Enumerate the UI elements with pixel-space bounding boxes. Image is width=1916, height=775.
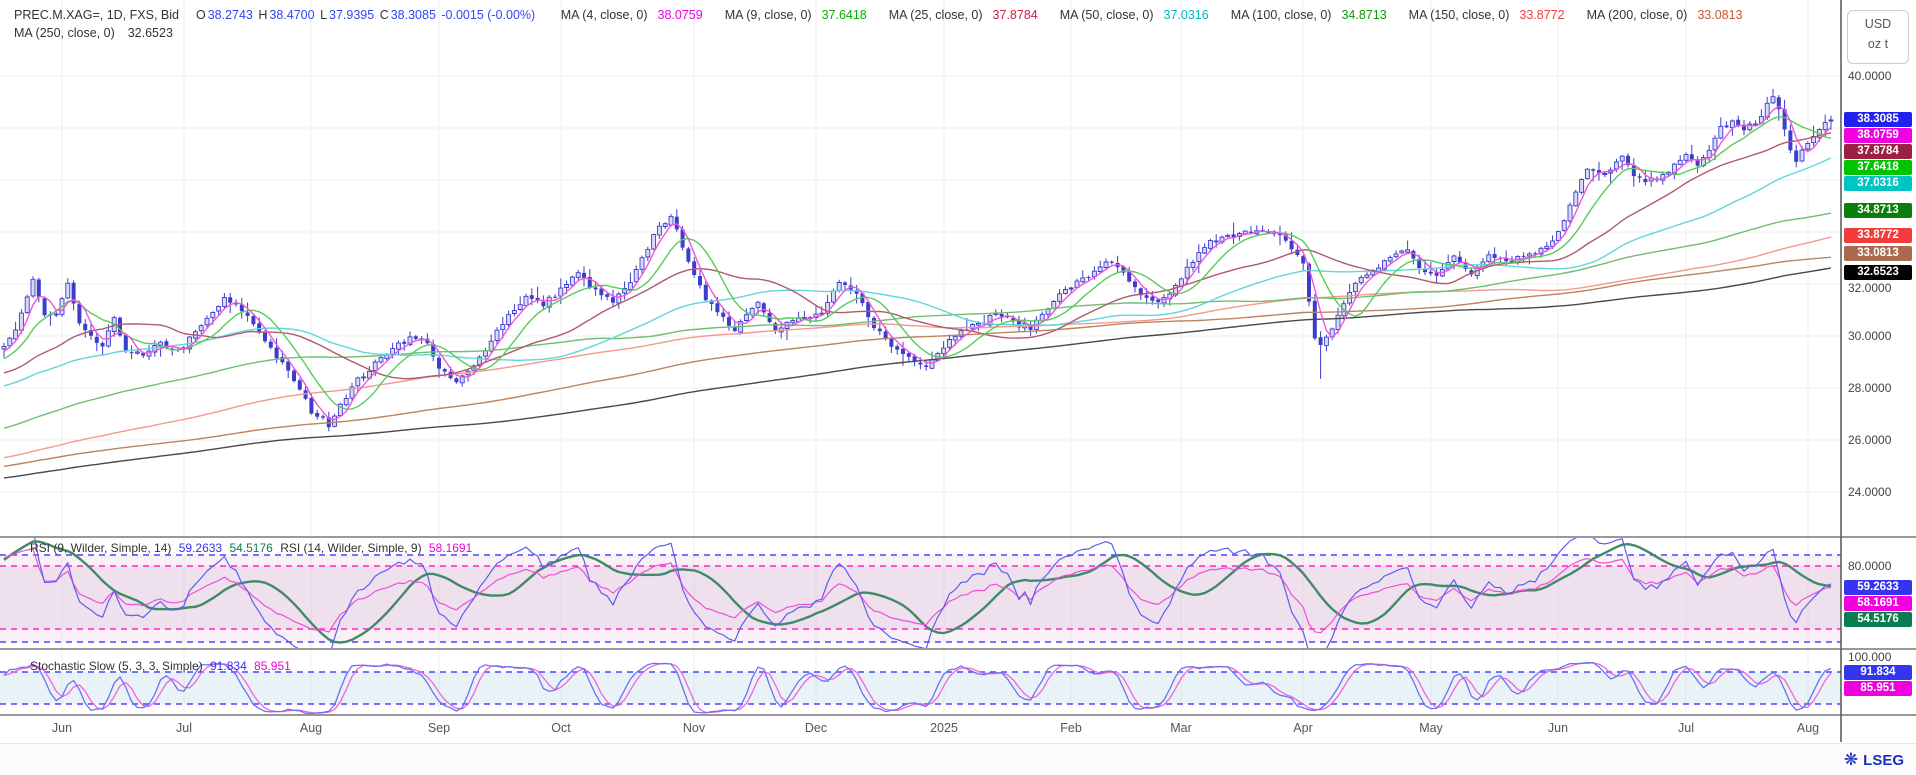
instrument-title: PREC.M.XAG=, 1D, FXS, Bid (14, 8, 179, 22)
close-label: C (379, 8, 389, 22)
open-label: O (195, 8, 206, 22)
time-axis-month-label: 2025 (930, 721, 958, 735)
time-axis-month-label: Apr (1293, 721, 1313, 735)
time-axis-month-label: Aug (299, 721, 323, 735)
stoch-k-value: 91.834 (210, 659, 247, 673)
axis-value-chip: 54.5176 (1844, 611, 1912, 627)
axis-value-chip: 91.834 (1844, 664, 1912, 680)
ma-legend-label: MA (100, close, 0) (1230, 8, 1332, 22)
axis-value-chip: 37.0316 (1844, 175, 1912, 191)
price-axis-unit-box: USD oz t (1847, 10, 1909, 64)
axis-value-chip: 58.1691 (1844, 595, 1912, 611)
axis-tick-label: 28.0000 (1848, 381, 1892, 395)
ma-legend-label: MA (200, close, 0) (1586, 8, 1688, 22)
time-axis-month-label: Aug (1796, 721, 1820, 735)
time-axis-month-label: Mar (1170, 721, 1192, 735)
axis-value-chip: 37.8784 (1844, 143, 1912, 159)
bottom-strip (0, 743, 1916, 775)
low-value: 37.9395 (329, 8, 375, 22)
open-value: 38.2743 (207, 8, 253, 22)
change-value: -0.0015 (-0.00%) (441, 8, 536, 22)
time-axis-month-label: Nov (682, 721, 706, 735)
axis-tick-label: 80.0000 (1848, 559, 1892, 573)
time-axis-month-label: Jul (176, 721, 192, 735)
low-label: L (320, 8, 328, 22)
axis-value-chip: 33.8772 (1844, 227, 1912, 243)
time-axis-month-label: Dec (804, 721, 828, 735)
ma-legend-label: MA (25, close, 0) (888, 8, 983, 22)
stoch-d-value: 85.951 (254, 659, 291, 673)
axis-tick-label: 26.0000 (1848, 433, 1892, 447)
rsi9-value: 59.2633 (178, 541, 223, 555)
time-axis-month-label: Jul (1678, 721, 1694, 735)
lseg-flower-icon: ❋ (1843, 750, 1859, 769)
high-value: 38.4700 (269, 8, 315, 22)
unit-measure: oz t (1867, 37, 1889, 51)
time-axis-month-label: Oct (551, 721, 571, 735)
time-axis-month-label: Jun (1547, 721, 1569, 735)
axis-value-chip: 33.0813 (1844, 245, 1912, 261)
ma-legend-label: MA (9, close, 0) (724, 8, 812, 22)
stoch-label: Stochastic Slow (5, 3, 3, Simple) (30, 659, 203, 673)
time-axis-month-label: Feb (1060, 721, 1082, 735)
axis-value-chip: 85.951 (1844, 680, 1912, 696)
ma-legend-value: 34.8713 (1341, 8, 1387, 22)
ma-legend-value: 37.6418 (821, 8, 867, 22)
rsi14-value: 58.1691 (428, 541, 473, 555)
axis-tick-label: 40.0000 (1848, 69, 1892, 83)
chart-legend-line1: PREC.M.XAG=, 1D, FXS, Bid O 38.2743 H 38.4… (14, 8, 1747, 22)
lseg-logo: ❋ LSEG (1844, 750, 1904, 770)
rsi9-ma-value: 54.5176 (229, 541, 273, 555)
ma-legend-items: MA (4, close, 0) 38.0759 MA (9, close, 0) 3… (541, 8, 1745, 22)
ma250-value: 32.6523 (127, 26, 173, 40)
close-value: 38.3085 (390, 8, 436, 22)
ma-legend-label: MA (4, close, 0) (560, 8, 648, 22)
rsi14-label: RSI (14, Wilder, Simple, 9) (280, 541, 422, 555)
ma-legend-label: MA (50, close, 0) (1059, 8, 1154, 22)
ma-legend-value: 38.0759 (657, 8, 703, 22)
ma-legend-value: 37.8784 (992, 8, 1038, 22)
ma-legend-value: 37.0316 (1163, 8, 1209, 22)
axis-tick-label: 30.0000 (1848, 329, 1892, 343)
ma-legend-value: 33.0813 (1697, 8, 1743, 22)
axis-value-chip: 59.2633 (1844, 579, 1912, 595)
time-axis-month-label: May (1419, 721, 1443, 735)
axis-value-chip: 34.8713 (1844, 202, 1912, 218)
rsi-pane-header: RSI (9, Wilder, Simple, 14) 59.2633 54.5… (30, 541, 476, 555)
axis-tick-label: 32.0000 (1848, 281, 1892, 295)
rsi9-label: RSI (9, Wilder, Simple, 14) (30, 541, 172, 555)
unit-currency: USD (1864, 17, 1892, 31)
axis-value-chip: 38.3085 (1844, 111, 1912, 127)
lseg-logo-text: LSEG (1863, 751, 1904, 769)
ma-legend-value: 33.8772 (1519, 8, 1565, 22)
axis-value-chip: 37.6418 (1844, 159, 1912, 175)
axis-value-chip: 32.6523 (1844, 264, 1912, 280)
axis-tick-label: 24.0000 (1848, 485, 1892, 499)
stoch-pane-header: Stochastic Slow (5, 3, 3, Simple) 91.834… (30, 659, 295, 673)
ma250-label: MA (250, close, 0) (14, 26, 115, 40)
high-label: H (258, 8, 268, 22)
time-axis-month-label: Sep (427, 721, 451, 735)
axis-value-chip: 38.0759 (1844, 127, 1912, 143)
axis-tick-label: 100.000 (1848, 650, 1892, 664)
chart-legend-line2: MA (250, close, 0) 32.6523 (14, 26, 173, 40)
ma-legend-label: MA (150, close, 0) (1408, 8, 1510, 22)
time-axis-month-label: Jun (51, 721, 73, 735)
